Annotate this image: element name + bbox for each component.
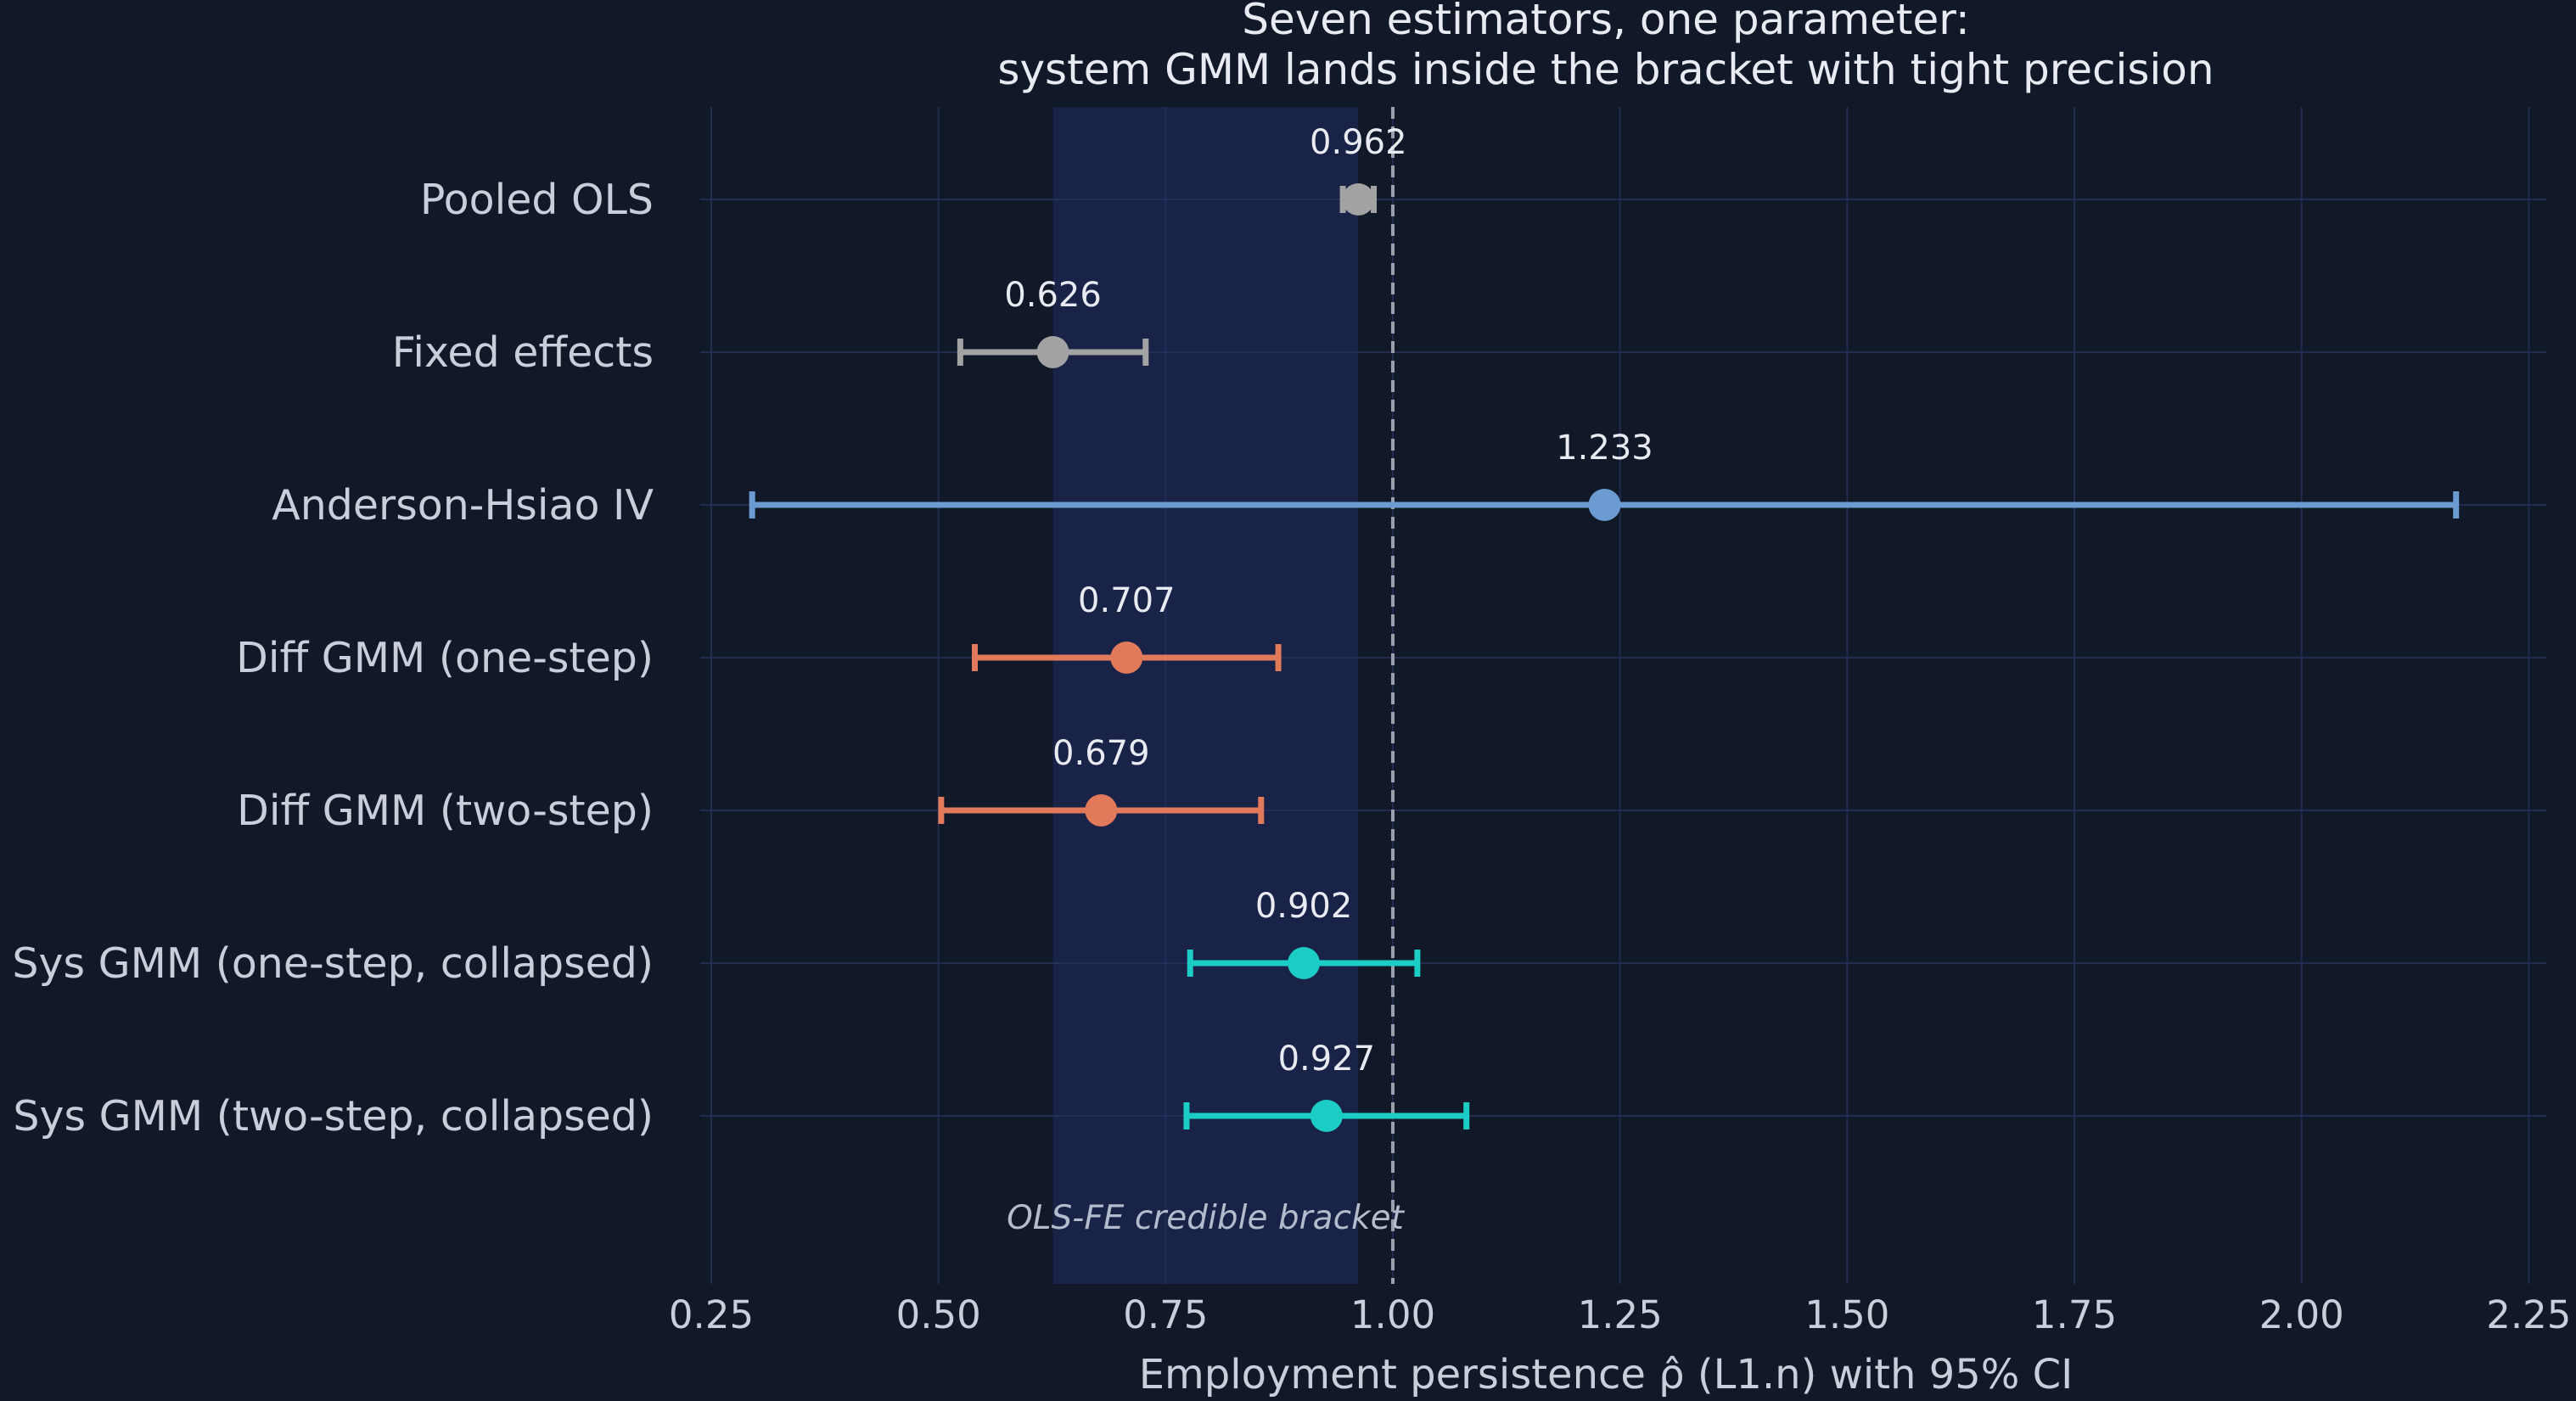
estimate-value-label: 0.679 [1052,734,1150,773]
x-tick-label: 0.50 [896,1292,981,1337]
estimate-point [1288,947,1321,979]
x-tick-label: 1.00 [1350,1292,1435,1337]
x-tick-label: 1.25 [1578,1292,1663,1337]
x-axis-label: Employment persistence ρ̂ (L1.n) with 95… [1139,1351,2074,1398]
text-layer: Seven estimators, one parameter: system … [12,0,2571,1398]
x-tick-label: 1.50 [1804,1292,1889,1337]
estimate-value-label: 0.927 [1278,1040,1376,1079]
credible-bracket-band [1052,107,1359,1284]
estimate-marks-layer [749,183,2460,1132]
estimate-point [1036,336,1069,368]
category-label: Pooled OLS [420,176,654,224]
chart-title-line-2: system GMM lands inside the bracket with… [997,45,2214,94]
category-label: Diff GMM (two-step) [237,787,654,835]
x-tick-label: 2.00 [2259,1292,2344,1337]
bracket-band-layer [1052,107,1359,1284]
estimate-value-label: 0.626 [1004,276,1102,315]
estimate-value-label: 0.902 [1255,887,1353,926]
chart-title-line-1: Seven estimators, one parameter: [1242,0,1970,44]
x-tick-label: 0.75 [1123,1292,1208,1337]
estimate-point [1310,1100,1343,1132]
estimate-value-label: 0.962 [1310,123,1407,162]
x-tick-label: 2.25 [2486,1292,2571,1337]
category-label: Fixed effects [392,328,654,377]
category-label: Anderson-Hsiao IV [272,481,654,530]
estimate-value-label: 1.233 [1556,429,1653,468]
bracket-band-label: OLS-FE credible bracket [1007,1199,1405,1237]
x-tick-label: 1.75 [2032,1292,2117,1337]
category-label: Sys GMM (one-step, collapsed) [12,939,654,988]
estimate-point [1085,794,1118,827]
estimate-point [1110,642,1143,674]
estimate-point [1342,183,1375,216]
estimate-point [1588,489,1621,521]
x-tick-label: 0.25 [669,1292,754,1337]
category-label: Diff GMM (one-step) [236,634,654,682]
estimate-value-label: 0.707 [1078,581,1176,620]
category-label: Sys GMM (two-step, collapsed) [13,1092,654,1140]
